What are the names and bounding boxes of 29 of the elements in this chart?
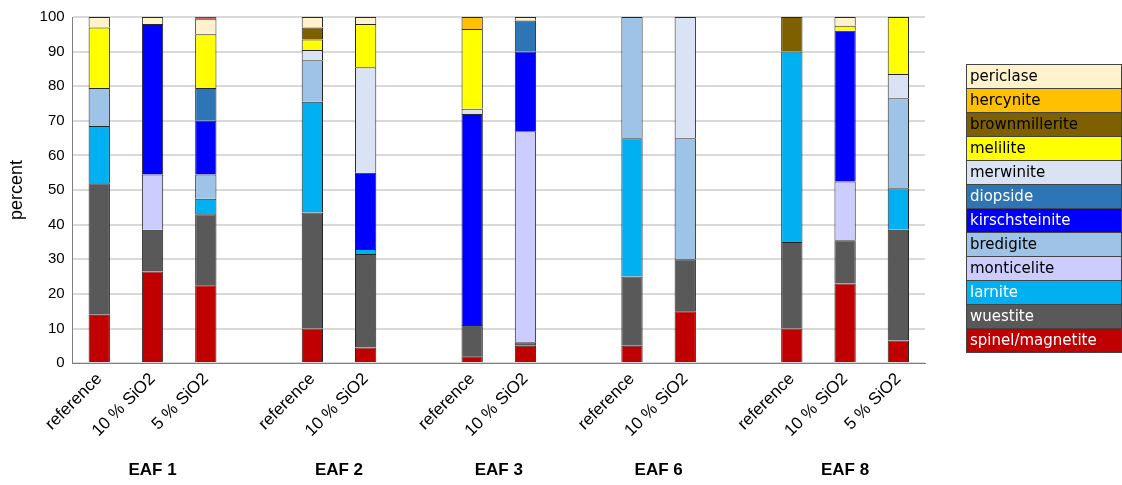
y-tick-label: 0 bbox=[56, 353, 65, 371]
text: kirschsteinite bbox=[967, 208, 1121, 232]
text: melilite bbox=[967, 136, 1121, 160]
y-axis-title: percent bbox=[5, 160, 26, 221]
text: EAF 2 bbox=[314, 460, 364, 479]
text: EAF 1 bbox=[128, 460, 177, 479]
y-tick-label: 40 bbox=[47, 214, 65, 232]
text: brownmillerite bbox=[967, 112, 1121, 136]
text: monticelite bbox=[967, 256, 1121, 280]
text: wuestite bbox=[967, 304, 1121, 328]
text: merwinite bbox=[967, 160, 1121, 184]
text: EAF 6 bbox=[634, 460, 683, 479]
text: EAF 8 bbox=[821, 460, 870, 479]
text: spinel/magnetite bbox=[967, 328, 1121, 352]
y-tick-label: 70 bbox=[47, 110, 65, 128]
text: hercynite bbox=[967, 88, 1121, 112]
y-tick-label: 90 bbox=[47, 41, 65, 59]
y-tick-label: 10 bbox=[47, 318, 65, 336]
y-tick-label: 50 bbox=[47, 180, 65, 198]
text: EAF 3 bbox=[474, 460, 523, 479]
y-tick-label: 100 bbox=[39, 7, 65, 25]
text: periclase bbox=[967, 65, 1121, 88]
text: diopside bbox=[967, 184, 1121, 208]
y-tick-label: 60 bbox=[47, 145, 65, 163]
y-tick-label: 30 bbox=[47, 249, 65, 267]
text: bredigite bbox=[967, 232, 1121, 256]
y-tick-label: 20 bbox=[47, 284, 65, 302]
y-tick-label: 80 bbox=[47, 76, 65, 94]
text: larnite bbox=[967, 280, 1121, 304]
